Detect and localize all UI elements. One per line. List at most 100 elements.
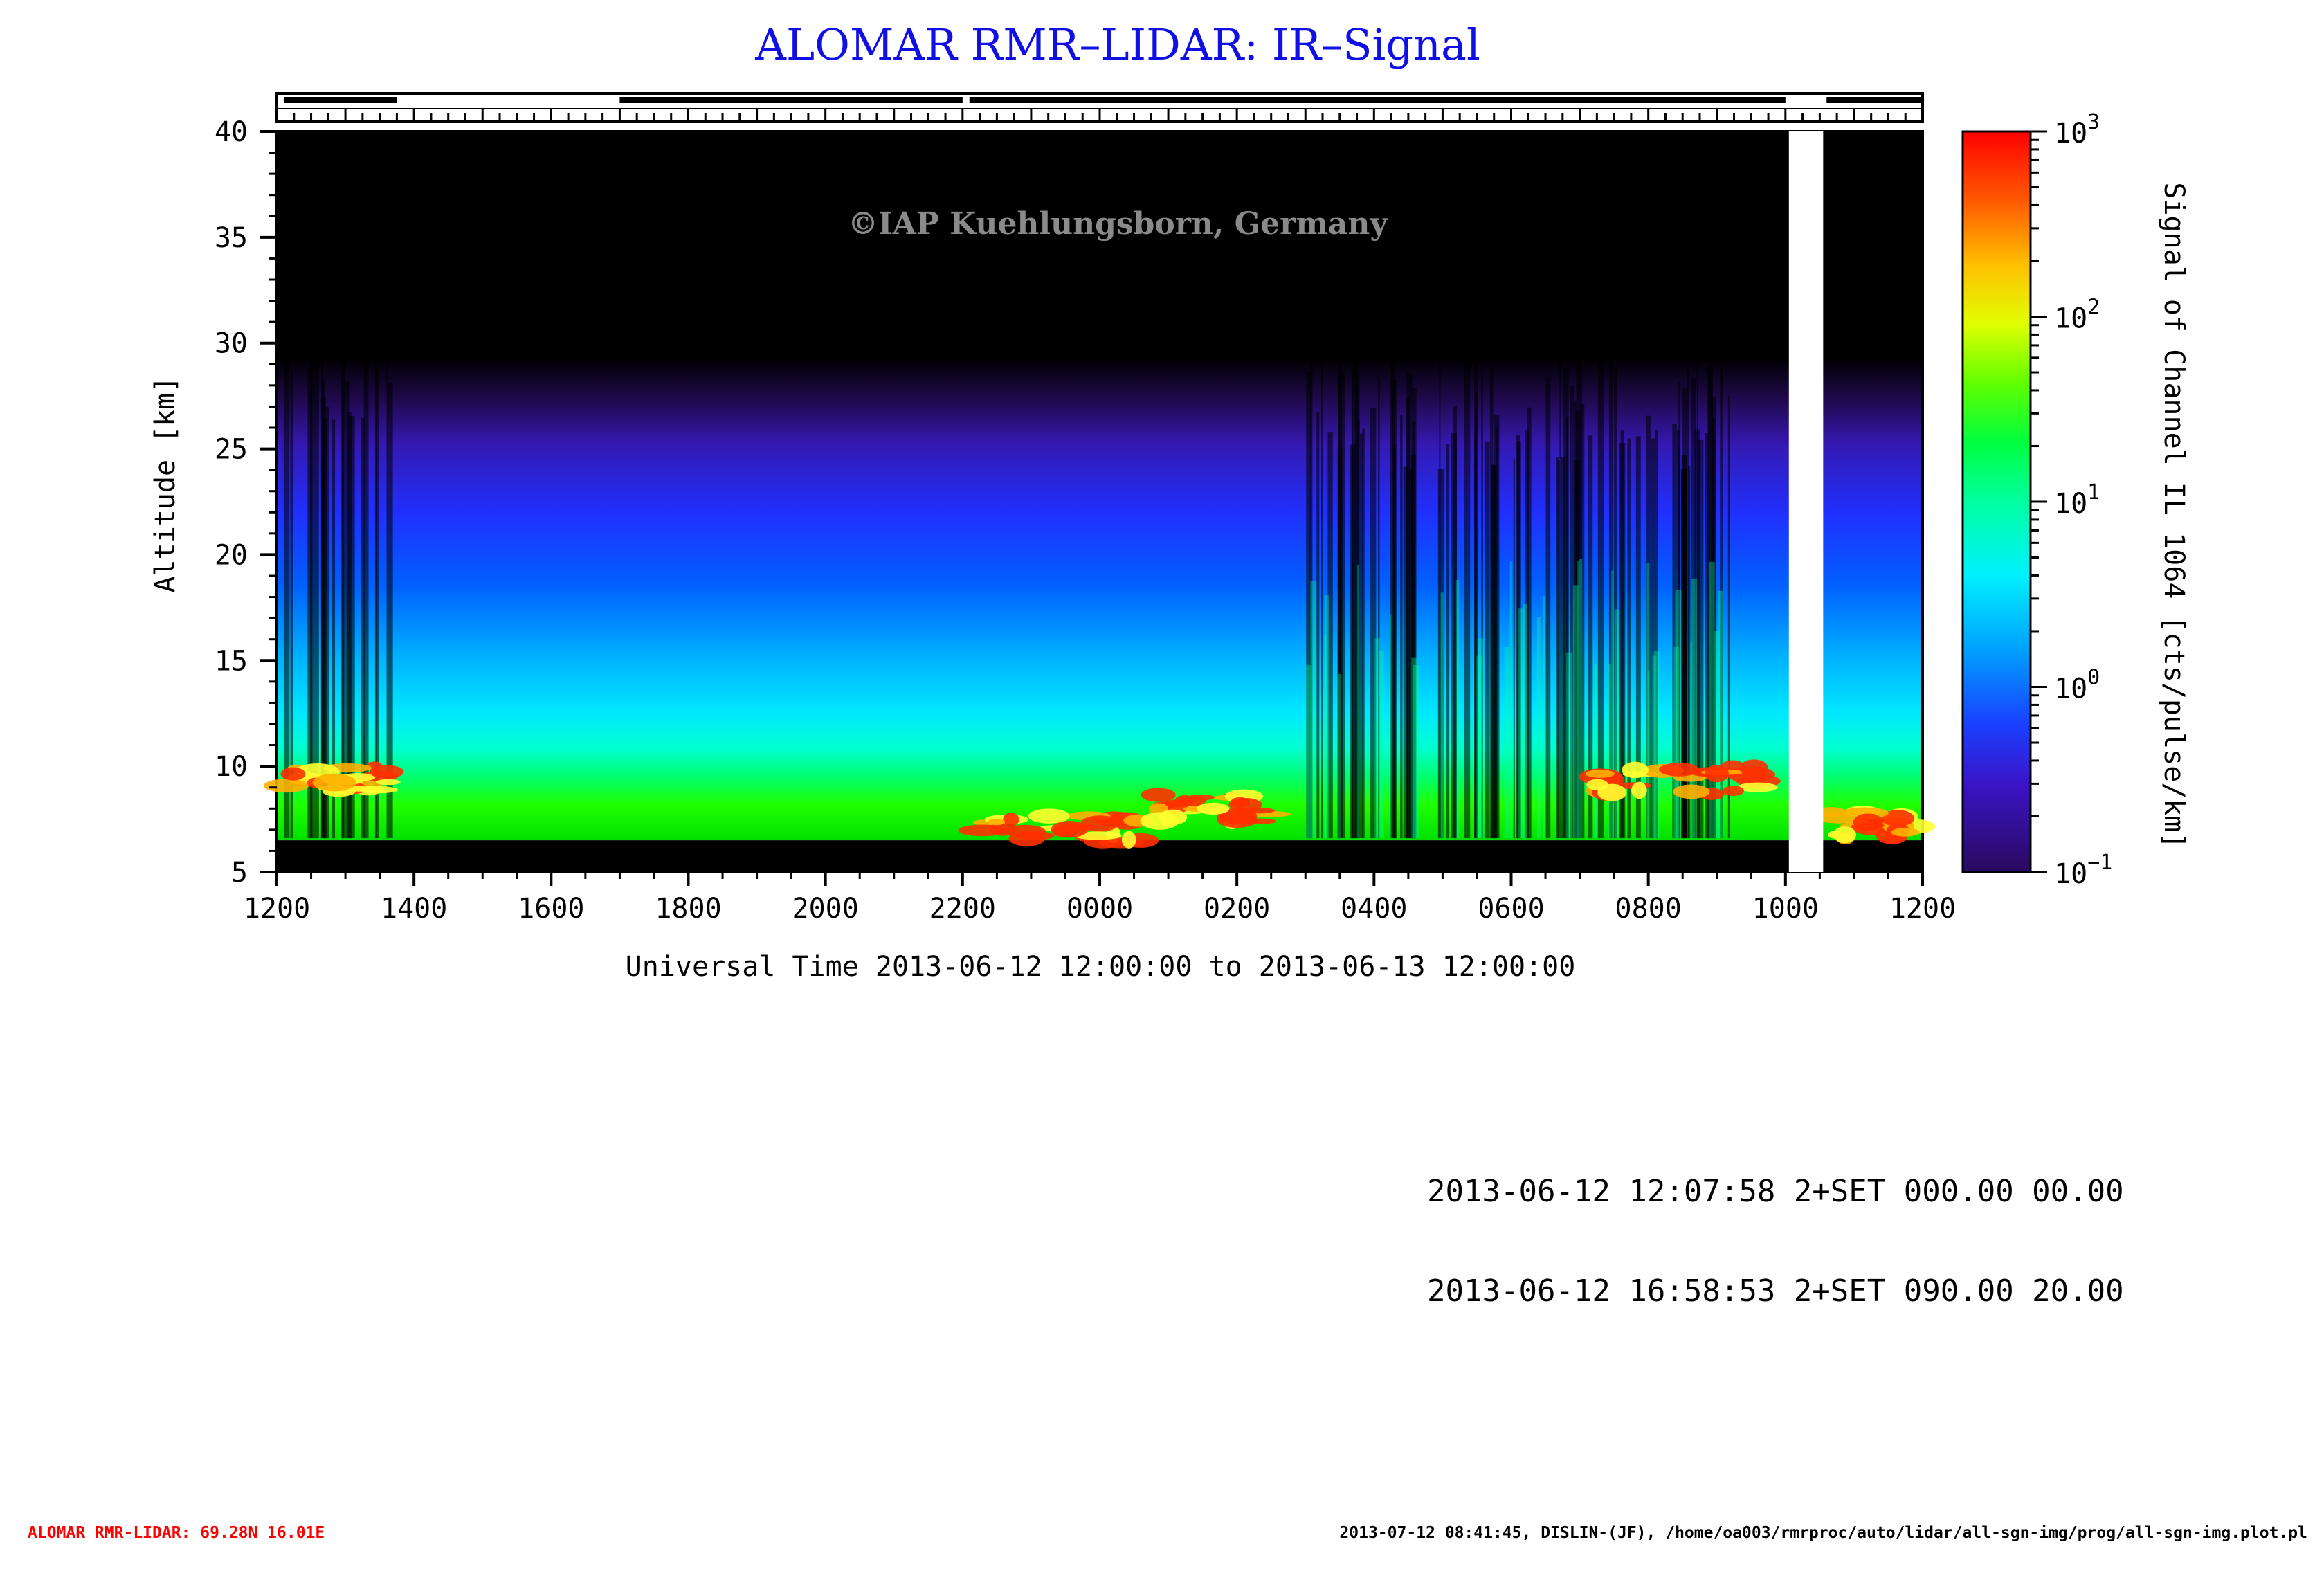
y-axis-label: Altitude [km] <box>149 376 181 592</box>
signal-stripe <box>1485 441 1490 839</box>
signal-stripe <box>1577 561 1580 839</box>
signal-stripe <box>1655 429 1658 839</box>
signal-stripe <box>1698 439 1704 839</box>
y-tick-label: 15 <box>215 645 248 677</box>
signal-stripe <box>321 379 326 839</box>
signal-stripe <box>1474 430 1476 839</box>
signal-stripe <box>1516 435 1520 839</box>
signal-stripe <box>1451 433 1457 839</box>
signal-stripe <box>1652 655 1656 839</box>
cloud-patch <box>1853 813 1883 831</box>
signal-stripe <box>310 359 316 839</box>
colorbar-tick-label: 101 <box>2054 480 2100 520</box>
signal-stripe <box>1327 432 1333 839</box>
signal-stripe <box>1562 367 1569 839</box>
signal-stripe <box>1437 469 1444 839</box>
signal-stripe <box>1588 435 1593 839</box>
signal-stripe <box>1525 430 1529 839</box>
cloud-patch <box>1586 779 1608 790</box>
signal-stripe <box>1411 657 1417 839</box>
signal-stripe <box>1316 412 1320 839</box>
cloud-patch <box>988 819 1006 826</box>
y-tick-label: 5 <box>231 857 248 889</box>
cloud-patch <box>1586 770 1615 778</box>
signal-stripe <box>1324 595 1329 839</box>
signal-stripe <box>1646 415 1651 839</box>
cloud-patch <box>1141 788 1176 802</box>
signal-stripe <box>376 348 379 839</box>
status-run <box>1826 97 1923 103</box>
y-axis: 5 10 15 20 25 30 35 40 <box>215 116 277 889</box>
cloud-patch <box>264 779 309 793</box>
cloud-patch <box>1891 828 1920 837</box>
signal-stripe <box>1579 559 1583 839</box>
signal-stripe <box>1403 466 1409 839</box>
signal-stripe <box>1494 415 1500 839</box>
cloud-patch <box>1739 759 1769 778</box>
signal-stripe <box>1390 614 1392 839</box>
x-tick-label: 0800 <box>1615 893 1682 925</box>
signal-stripe <box>361 417 365 839</box>
cloud-patch <box>1051 821 1089 838</box>
status-run <box>619 97 963 103</box>
signal-stripes <box>283 307 1730 839</box>
signal-stripe <box>1647 671 1650 839</box>
signal-stripe <box>1559 349 1562 839</box>
cloud-patch <box>1028 808 1070 824</box>
signal-stripe <box>1718 590 1723 839</box>
signal-stripe <box>1350 444 1356 839</box>
y-tick-label: 35 <box>215 222 248 254</box>
signal-stripe <box>1646 563 1649 839</box>
signal-stripe <box>1575 411 1581 839</box>
cloud-patch <box>369 765 404 779</box>
signal-stripe <box>1572 585 1579 839</box>
signal-stripe <box>1481 372 1483 839</box>
colorbar-tick-label: 10−1 <box>2054 851 2112 890</box>
signal-stripe <box>1720 353 1723 839</box>
signal-stripe <box>1593 664 1598 839</box>
x-axis: 1200 1400 1600 1800 2000 2200 0000 0200 0400 0600… <box>244 872 1956 925</box>
signal-stripe <box>325 407 329 839</box>
y-tick-label: 30 <box>215 328 248 360</box>
cloud-patch <box>1187 795 1215 801</box>
signal-stripe <box>1455 580 1460 839</box>
signal-stripe <box>1676 430 1680 839</box>
signal-stripe <box>1705 433 1709 839</box>
cloud-patch <box>1673 774 1707 782</box>
cloud-patch <box>1737 782 1778 792</box>
status-run <box>969 97 1786 103</box>
signal-stripe <box>1324 634 1327 839</box>
signal-stripe <box>1489 367 1494 839</box>
signal-stripe <box>1570 386 1575 839</box>
signal-stripe <box>1536 617 1541 839</box>
cloud-patch <box>1631 781 1647 799</box>
signal-stripe <box>1413 665 1419 839</box>
signal-stripe <box>1687 370 1690 839</box>
colorbar-tick-label: 103 <box>2054 110 2100 149</box>
signal-stripe <box>1408 469 1413 839</box>
signal-stripe <box>1696 359 1698 839</box>
signal-stripe <box>1320 353 1323 839</box>
signal-stripe <box>347 412 352 839</box>
signal-stripe <box>1412 421 1415 839</box>
signal-stripe <box>1362 428 1365 839</box>
signal-stripe <box>1543 595 1545 839</box>
signal-stripe <box>1446 444 1450 839</box>
signal-stripe <box>1681 468 1687 839</box>
signal-stripe <box>1608 664 1611 839</box>
signal-stripe <box>1708 365 1714 839</box>
cloud-patch <box>1723 786 1744 796</box>
signal-stripe <box>1673 646 1679 839</box>
data-gap <box>1788 131 1824 872</box>
y-tick-label: 25 <box>215 434 248 466</box>
x-tick-label: 1800 <box>655 893 721 925</box>
signal-stripe <box>1518 608 1524 839</box>
cloud-patch <box>1003 813 1019 826</box>
cloud-patch <box>1121 831 1136 849</box>
signal-stripe <box>1474 350 1478 839</box>
run-info-line-1: 2013-06-12 12:07:58 2+SET 000.00 00.00 <box>1427 1174 2124 1209</box>
signal-stripe <box>349 416 355 839</box>
signal-stripe <box>1727 395 1730 839</box>
y-tick-label: 20 <box>215 539 248 571</box>
